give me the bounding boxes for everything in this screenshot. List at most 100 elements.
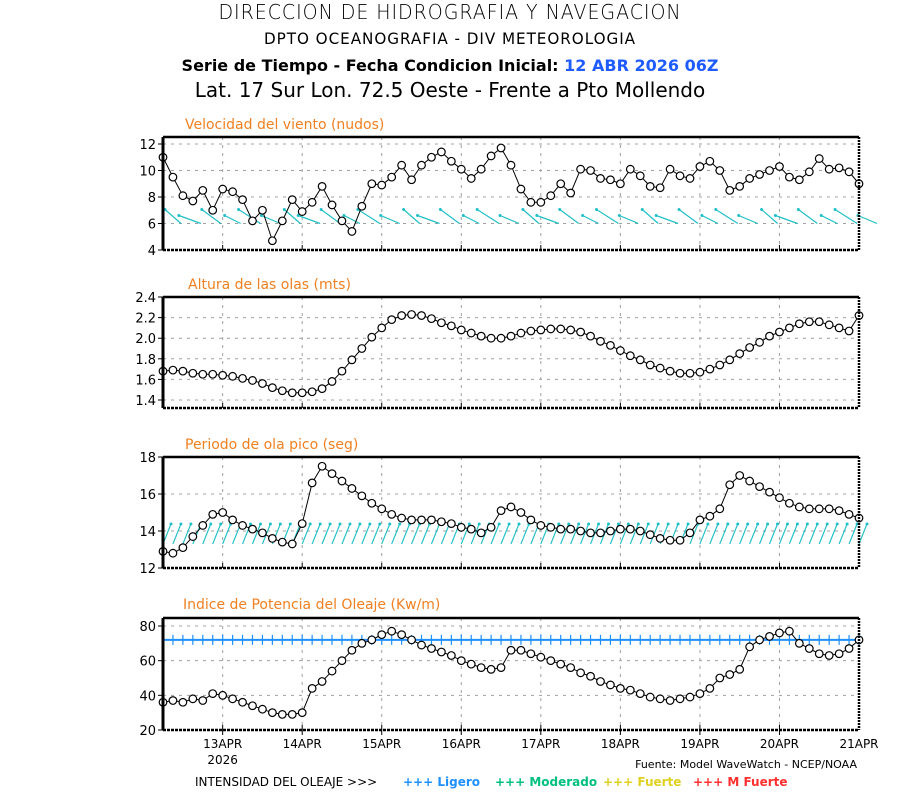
direction-arrow [224, 214, 241, 225]
direction-arrow-head [497, 522, 501, 526]
direction-arrow [798, 523, 808, 545]
data-point [168, 172, 178, 182]
data-point [536, 325, 546, 335]
data-point [496, 506, 506, 516]
direction-arrow [357, 208, 381, 225]
data-point [188, 196, 198, 206]
source-label: Fuente: Model WaveWatch - NCEP/NOAA [635, 758, 857, 771]
direction-arrow-head [200, 208, 204, 211]
data-point [277, 537, 287, 547]
data-point [735, 349, 745, 359]
direction-arrow-head [378, 522, 382, 526]
data-point [446, 651, 456, 660]
data-point [417, 160, 426, 170]
data-point [715, 673, 725, 683]
direction-arrow [715, 208, 739, 225]
direction-arrow [251, 523, 262, 545]
data-point [834, 506, 844, 516]
data-point [377, 323, 387, 333]
data-point [407, 635, 416, 645]
data-point [546, 191, 556, 201]
direction-arrow-head [726, 522, 730, 526]
direction-arrow [391, 523, 401, 545]
direction-arrow [311, 523, 321, 545]
data-point [576, 668, 585, 678]
data-point [645, 181, 655, 191]
direction-arrow [178, 214, 202, 225]
series-label: Serie de Tiempo - Fecha Condicion Inicia… [181, 56, 559, 75]
direction-arrow-head [308, 522, 312, 526]
chart-title: Periodo de ola pico (seg) [185, 437, 358, 453]
data-point [526, 197, 536, 207]
data-point [327, 666, 337, 676]
data-point [566, 188, 576, 198]
direction-arrow-head [617, 214, 621, 217]
y-tick-label: 60 [139, 655, 156, 670]
direction-arrow-head [616, 522, 620, 526]
direction-arrow [371, 523, 381, 545]
data-point [337, 656, 347, 666]
data-point [735, 471, 745, 480]
data-point [755, 482, 764, 492]
data-point [466, 174, 476, 183]
data-point [427, 515, 436, 525]
data-point [486, 151, 496, 161]
direction-arrow-head [666, 522, 670, 526]
direction-arrow [417, 214, 440, 225]
data-point [307, 387, 317, 397]
data-point [725, 670, 735, 679]
data-point [785, 626, 794, 636]
data-point [705, 511, 715, 521]
data-point [267, 534, 277, 543]
direction-arrow [778, 523, 789, 545]
direction-arrow-head [567, 522, 571, 526]
data-point [725, 185, 735, 195]
data-point [466, 328, 476, 338]
data-point [536, 197, 546, 207]
data-point [466, 524, 476, 534]
data-point [367, 635, 377, 645]
data-point [218, 508, 228, 517]
direction-arrow [172, 523, 182, 545]
direction-arrow [596, 208, 619, 225]
direction-arrow-head [746, 522, 750, 526]
y-tick-label: 2.4 [135, 291, 156, 306]
direction-arrow-head [656, 522, 660, 526]
direction-arrow-head [189, 522, 193, 526]
data-point [496, 333, 506, 343]
y-tick-label: 4 [148, 244, 156, 259]
chart-title: Altura de las olas (mts) [188, 277, 351, 293]
data-point [526, 326, 536, 336]
data-point [506, 645, 516, 655]
data-point [586, 331, 595, 341]
data-point [775, 327, 784, 337]
data-point [645, 530, 655, 540]
direction-arrow-head [776, 522, 780, 526]
direction-arrow-head [785, 522, 789, 526]
data-point [178, 366, 188, 376]
data-point [765, 331, 774, 341]
data-point [317, 384, 327, 394]
direction-arrow [619, 214, 639, 225]
direction-arrow-head [169, 522, 173, 526]
chart-panel-3: Periodo de ola pico (seg) 12 14 16 18 [139, 437, 869, 577]
data-point [397, 311, 407, 320]
data-point [745, 174, 755, 183]
direction-arrow-head [319, 208, 323, 211]
data-point [267, 708, 277, 718]
data-point [745, 476, 755, 486]
data-point [287, 388, 297, 398]
data-point [695, 689, 705, 698]
data-point [745, 642, 755, 652]
data-point [397, 513, 407, 523]
direction-arrow-head [278, 522, 282, 526]
direction-arrow-head [259, 214, 263, 217]
data-point [446, 156, 456, 166]
direction-arrow-head [833, 208, 837, 211]
y-tick-label: 40 [139, 689, 156, 704]
direction-arrow [222, 523, 232, 545]
direction-arrow-head [716, 522, 720, 526]
data-point [238, 195, 247, 205]
direction-arrow [212, 523, 222, 545]
data-point [506, 331, 516, 341]
